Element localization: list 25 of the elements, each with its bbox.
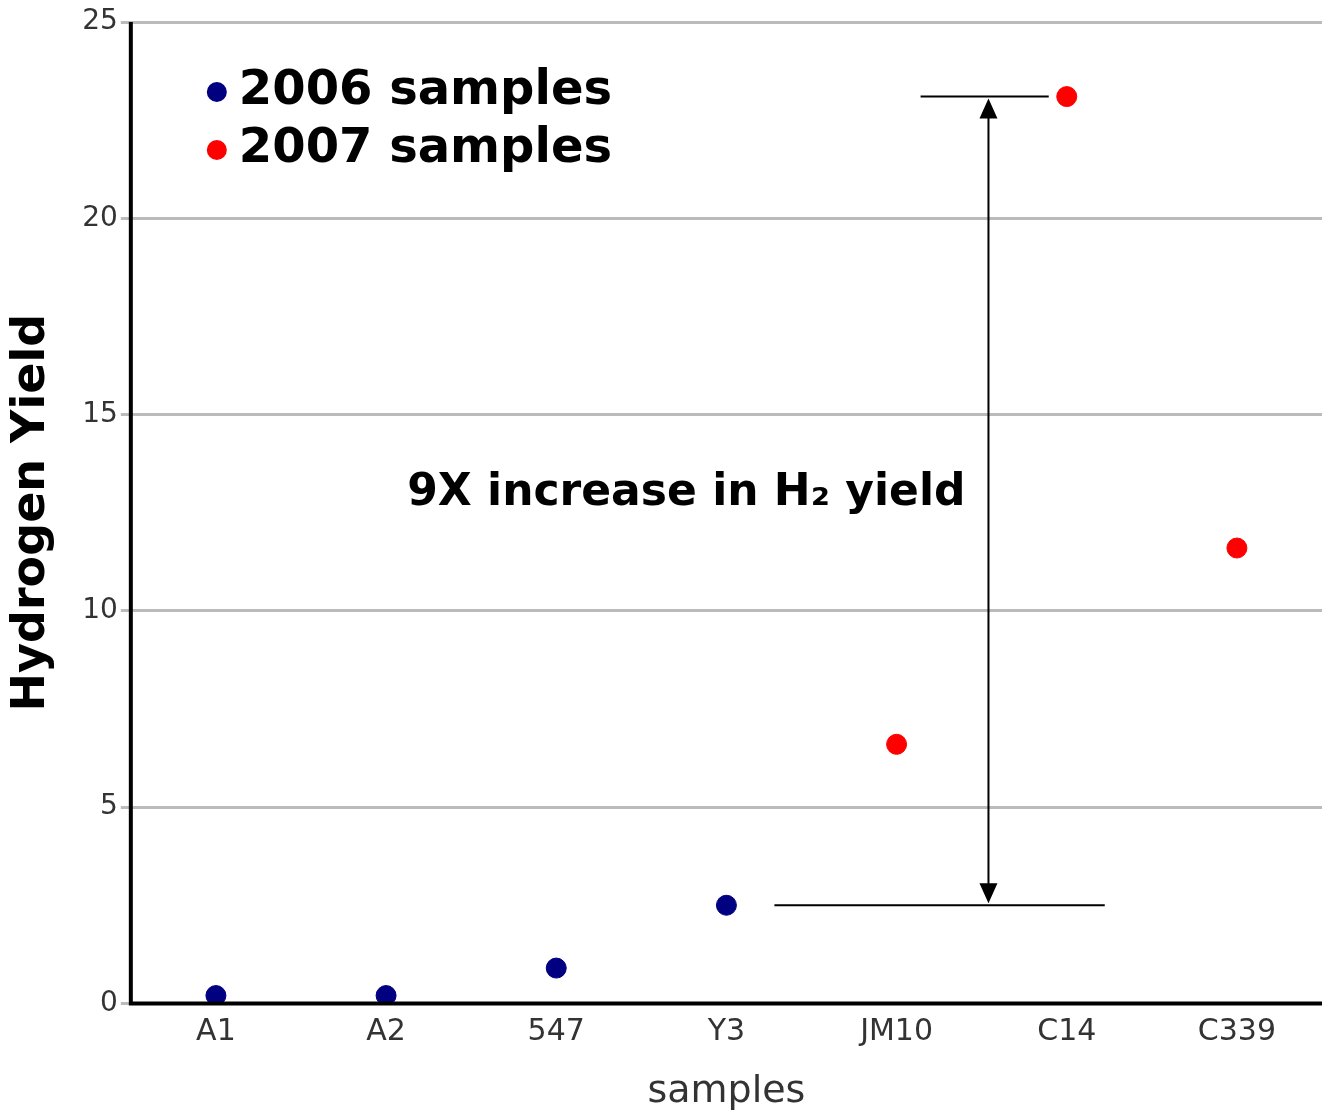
x-tick-label: A2	[366, 1012, 406, 1048]
x-tick-label: C14	[1037, 1012, 1097, 1048]
point	[1056, 86, 1078, 108]
legend-label: 2006 samples	[238, 59, 613, 116]
point	[715, 894, 737, 916]
x-tick-label: JM10	[858, 1012, 934, 1048]
x-tick-label: 547	[527, 1012, 585, 1048]
y-tick-label: 15	[82, 395, 118, 429]
point	[205, 985, 227, 1004]
point	[886, 733, 908, 755]
y-tick-label: 5	[100, 788, 118, 822]
y-tick-label: 25	[82, 3, 118, 37]
point	[1226, 537, 1248, 559]
x-tick-label: Y3	[706, 1012, 746, 1048]
y-tick-label: 0	[100, 984, 118, 1018]
x-tick-label: A1	[196, 1012, 236, 1048]
legend-label: 2007 samples	[238, 117, 613, 174]
point	[545, 957, 567, 979]
x-axis-title: samples	[647, 1067, 806, 1112]
point	[375, 985, 397, 1004]
y-axis-title: Hydrogen Yield	[0, 313, 55, 712]
annotation: 9X increase in H₂ yield	[407, 463, 966, 515]
y-tick-label: 10	[82, 592, 118, 626]
y-tick-label: 20	[82, 199, 118, 233]
x-tick-label: C339	[1197, 1012, 1277, 1048]
